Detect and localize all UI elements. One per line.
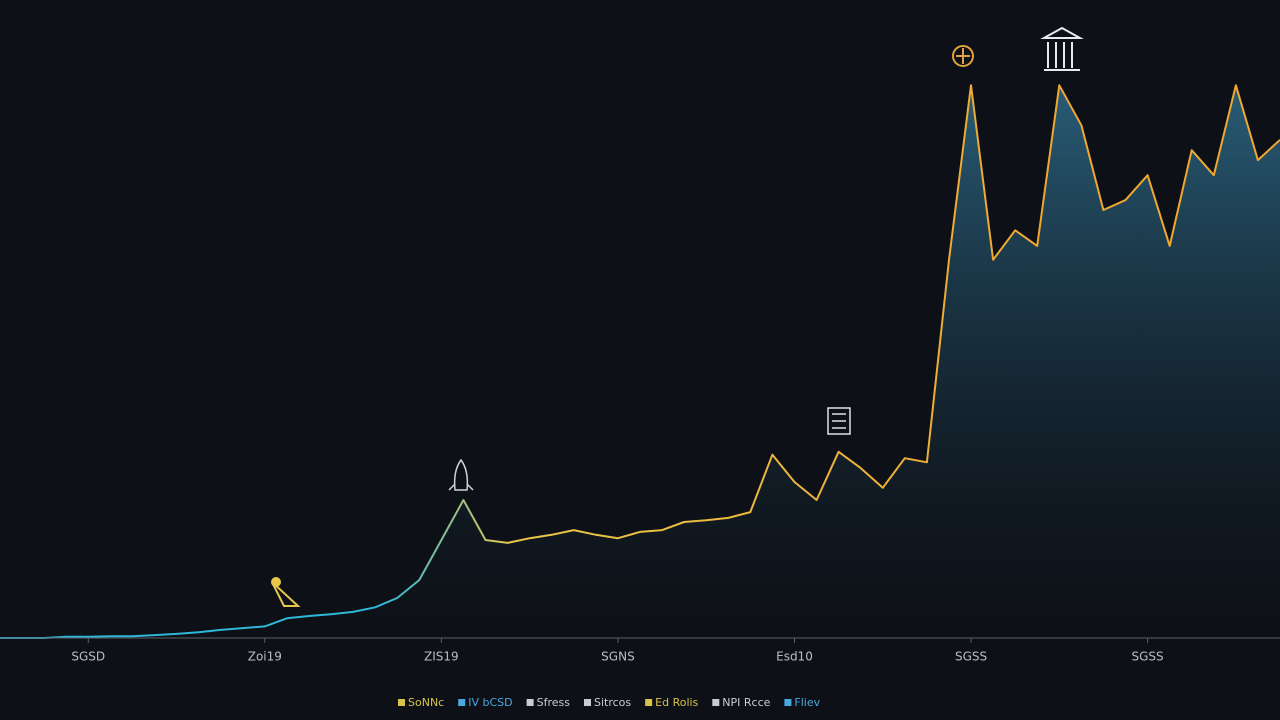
legend-label: Ed Rolis <box>655 696 698 709</box>
icon-coin <box>952 45 974 67</box>
legend-label: Fliev <box>794 696 820 709</box>
legend-swatch <box>526 699 534 706</box>
legend-label: Sfress <box>537 696 571 709</box>
legend-swatch <box>784 699 792 706</box>
x-tick-label: ZIS19 <box>424 650 459 664</box>
icon-bell <box>271 577 301 607</box>
icon-rocket <box>448 458 474 491</box>
line <box>0 84 1280 639</box>
x-tick-label: SGSS <box>955 650 987 664</box>
x-tick-label: SGSD <box>71 650 105 664</box>
x-tick-label: Esd10 <box>776 650 813 664</box>
plot <box>0 84 1280 639</box>
icon-building <box>827 407 851 435</box>
legend: SoNNc IV bCSD Sfress Sitrcos Ed Rolis NPI Rcc… <box>398 696 821 709</box>
legend-swatch <box>398 699 405 706</box>
x-tick-label: SGNS <box>601 650 635 664</box>
legend-label: SoNNc <box>408 696 444 709</box>
area <box>0 85 1280 639</box>
x-tick-label: SGSS <box>1132 650 1164 664</box>
legend-swatch <box>645 699 653 706</box>
x-tick-label: Zoi19 <box>248 650 282 664</box>
legend-swatch <box>712 699 720 706</box>
legend-label: IV bCSD <box>468 696 512 709</box>
legend-label: NPI Rcce <box>722 696 770 709</box>
legend-swatch <box>583 699 591 706</box>
legend-swatch <box>458 699 466 706</box>
icon-bank <box>1040 26 1084 71</box>
legend-label: Sitrcos <box>594 696 631 709</box>
